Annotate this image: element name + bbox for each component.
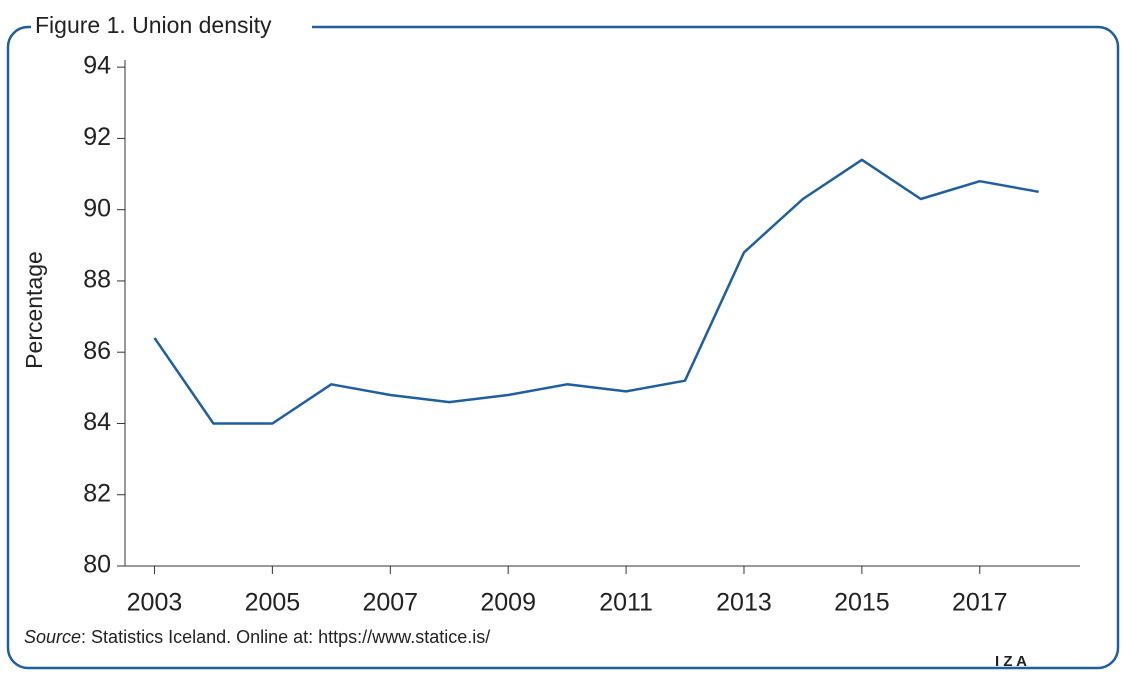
- x-tick-label: 2011: [599, 589, 653, 617]
- x-tick-label: 2003: [127, 589, 183, 617]
- y-axis-label: Percentage: [21, 251, 47, 369]
- y-tick-label: 92: [83, 123, 111, 151]
- y-tick-label: 94: [83, 52, 111, 80]
- x-tick-label: 2013: [716, 589, 772, 617]
- data-line: [153, 158, 1039, 425]
- x-tick-label: 2007: [362, 589, 418, 617]
- source-label: Source: [24, 627, 81, 647]
- frame: [6, 25, 1120, 670]
- source: Source: Statistics Iceland. Online at: h…: [24, 627, 490, 647]
- y-tick-label: 88: [83, 266, 111, 294]
- y-tick-label: 86: [83, 337, 111, 365]
- y-tick-label: 84: [83, 408, 111, 436]
- chart-title: Figure 1. Union density: [35, 12, 272, 38]
- y-tick-label: 90: [83, 194, 111, 222]
- y-tick-label: 82: [83, 479, 111, 507]
- x-tick-label: 2005: [245, 589, 301, 617]
- x-tick-label: 2009: [480, 589, 536, 617]
- y-tick-label: 80: [83, 551, 111, 579]
- x-tick-label: 2015: [834, 589, 890, 617]
- source-text: : Statistics Iceland. Online at: https:/…: [81, 627, 490, 647]
- x-tick-label: 2017: [952, 589, 1008, 617]
- logo: I Z A: [995, 653, 1027, 670]
